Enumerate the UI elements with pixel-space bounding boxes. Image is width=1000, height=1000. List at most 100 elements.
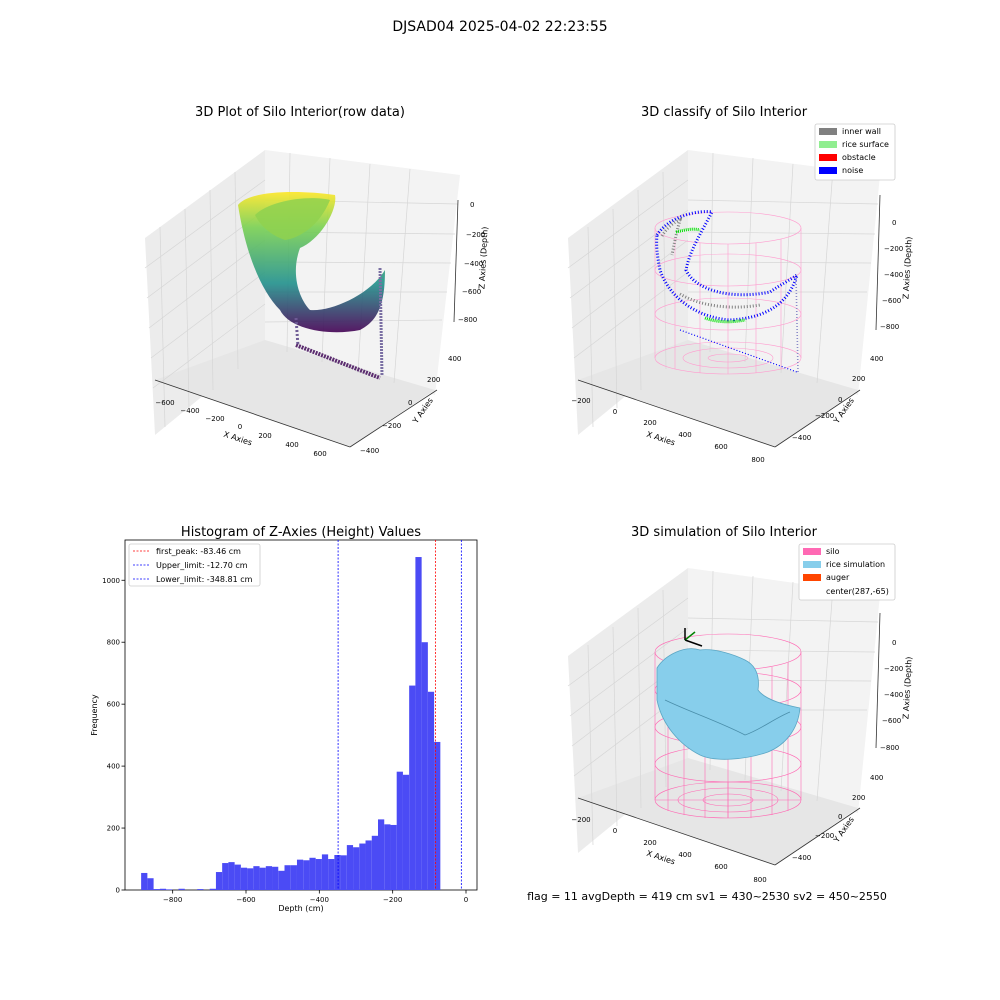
status-footer: flag = 11 avgDepth = 419 cm sv1 = 430~25… xyxy=(527,890,887,903)
legend-label-inner-wall: inner wall xyxy=(842,127,881,136)
legend-label-lower-limit: Lower_limit: -348.81 cm xyxy=(156,575,253,584)
classify-y-ticks: −400 −200 0 200 400 xyxy=(792,355,883,442)
legend-label-silo: silo xyxy=(826,547,840,556)
histogram-bar xyxy=(415,557,422,890)
raw-wall-column xyxy=(378,267,384,377)
sim-y-tick: 400 xyxy=(870,774,883,782)
classify-x-tick: −200 xyxy=(571,397,590,405)
raw-z-label: Z Axies (Depth) xyxy=(477,226,489,289)
histogram-bar xyxy=(290,865,297,890)
histogram-bar xyxy=(215,872,223,890)
histogram-bar xyxy=(340,855,347,890)
histogram-bar xyxy=(278,870,285,890)
x-tick-label: −600 xyxy=(236,896,255,904)
x-tick-label: −800 xyxy=(163,896,182,904)
histogram-bar xyxy=(141,872,148,890)
sim-x-axis-line xyxy=(577,797,776,866)
classify-floor-pane xyxy=(578,340,858,447)
simulation-legend: silo rice simulation auger center(287,-6… xyxy=(798,543,896,601)
auger-marker xyxy=(684,628,703,647)
histogram-bar xyxy=(359,843,366,890)
histogram-bar xyxy=(321,854,329,890)
raw-y-tick: 400 xyxy=(448,355,461,363)
classify-legend: inner wall rice surface obstacle noise xyxy=(814,123,896,181)
legend-label-auger: auger xyxy=(826,573,850,582)
classify-y-tick: −400 xyxy=(792,434,811,442)
raw-z-tick: −400 xyxy=(464,260,483,268)
sim-z-tick: 0 xyxy=(892,639,896,647)
raw-x-tick: 600 xyxy=(313,450,326,458)
histogram-bar xyxy=(296,859,304,890)
histogram-bar xyxy=(409,685,416,890)
histogram-bar xyxy=(378,819,385,890)
legend-swatch-obstacle xyxy=(819,154,837,161)
histogram-bar xyxy=(272,866,279,890)
classify-y-tick: −200 xyxy=(815,412,834,420)
histogram-bar xyxy=(209,888,216,890)
sim-rice-surface xyxy=(656,648,801,760)
legend-label-noise: noise xyxy=(842,166,863,175)
histogram-x-label: Depth (cm) xyxy=(278,904,323,913)
raw-floor-pane xyxy=(155,340,435,447)
histogram-bar xyxy=(427,691,435,890)
classify-x-tick: 200 xyxy=(643,419,656,427)
histogram-reference-lines xyxy=(337,540,462,890)
classify-z-tick: −800 xyxy=(880,323,899,331)
histogram-bar xyxy=(178,888,185,890)
sim-x-tick: 0 xyxy=(613,827,617,835)
raw-x-label: X Axies xyxy=(222,430,253,448)
sim-rice-inner xyxy=(664,699,791,736)
raw-y-axis-line xyxy=(349,389,438,448)
auger-axis-y xyxy=(684,631,696,641)
histogram-bar xyxy=(353,847,360,890)
simulation-plot-title: 3D simulation of Silo Interior xyxy=(631,525,818,540)
classify-gridlines xyxy=(567,152,879,428)
raw-z-tick: −200 xyxy=(466,231,485,239)
raw-z-ticks: 0 −200 −400 −600 −800 xyxy=(458,201,485,324)
raw-inner-column xyxy=(294,317,300,347)
raw-floor-points xyxy=(295,343,381,380)
sim-z-tick: −400 xyxy=(884,691,903,699)
histogram-bar xyxy=(153,889,160,890)
sim-y-tick: −200 xyxy=(815,832,834,840)
classify-inner-wall-points xyxy=(660,217,761,309)
histogram-bar xyxy=(222,863,229,890)
histogram-bar xyxy=(240,867,248,890)
y-tick-label: 1000 xyxy=(102,577,120,585)
histogram-bar xyxy=(265,866,273,890)
legend-swatch-silo xyxy=(803,548,821,555)
classify-x-tick: 0 xyxy=(613,408,617,416)
histogram-bar xyxy=(159,888,167,890)
y-tick-label: 600 xyxy=(107,701,120,709)
legend-swatch-auger xyxy=(803,574,821,581)
histogram-bar xyxy=(384,824,391,890)
classify-x-axis-line xyxy=(577,379,776,448)
histogram-bar xyxy=(328,859,335,890)
raw-plot-title: 3D Plot of Silo Interior(row data) xyxy=(195,105,405,120)
classify-z-ticks: 0 −200 −400 −600 −800 xyxy=(880,219,903,331)
histogram-bar xyxy=(421,642,428,890)
raw-x-tick: 0 xyxy=(238,423,242,431)
sim-y-tick: −400 xyxy=(792,854,811,862)
raw-z-tick: −800 xyxy=(458,316,477,324)
x-tick-label: 0 xyxy=(464,896,468,904)
sim-x-tick: 200 xyxy=(643,839,656,847)
sim-z-tick: −600 xyxy=(882,717,901,725)
histogram-bar xyxy=(346,845,354,890)
x-tick-label: −400 xyxy=(310,896,329,904)
histogram-bar xyxy=(228,862,235,890)
classify-x-tick: 400 xyxy=(678,431,691,439)
sim-z-axis-line xyxy=(875,612,881,749)
histogram-y-ticks: 0 200 400 600 800 1000 xyxy=(102,577,125,895)
histogram-bar xyxy=(166,889,173,890)
histogram-bar xyxy=(259,867,266,890)
histogram-legend: first_peak: -83.46 cm Upper_limit: -12.7… xyxy=(128,543,261,587)
classify-silo-wireframe xyxy=(654,211,802,375)
classify-side-pane xyxy=(688,150,880,395)
histogram-bar xyxy=(371,835,378,890)
raw-y-tick: 0 xyxy=(408,399,412,407)
raw-y-tick: −200 xyxy=(382,422,401,430)
sim-z-label: Z Axies (Depth) xyxy=(901,656,913,719)
legend-swatch-rice-surface xyxy=(819,141,837,148)
sim-y-tick: 0 xyxy=(838,813,842,821)
